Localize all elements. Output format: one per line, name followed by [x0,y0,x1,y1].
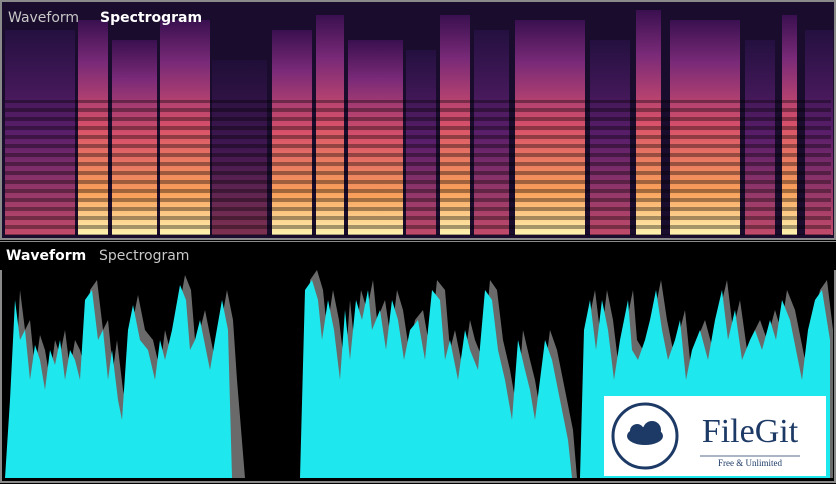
tab[interactable]: Waveform [8,10,79,26]
logo-cloud [630,424,644,438]
tab[interactable]: Waveform [6,248,86,264]
harmonics [5,100,831,235]
tab[interactable]: Spectrogram [100,10,202,26]
watermark: FileGit Free & Unlimited [604,396,826,476]
watermark-tagline: Free & Unlimited [718,458,782,468]
watermark-name: FileGit [702,413,799,450]
spectrogram-panel: Waveform Spectrogram [0,0,836,240]
spectrogram [5,10,833,235]
tab-bar [0,242,836,270]
tab[interactable]: Spectrogram [99,248,189,264]
logo-cloud [643,421,661,439]
